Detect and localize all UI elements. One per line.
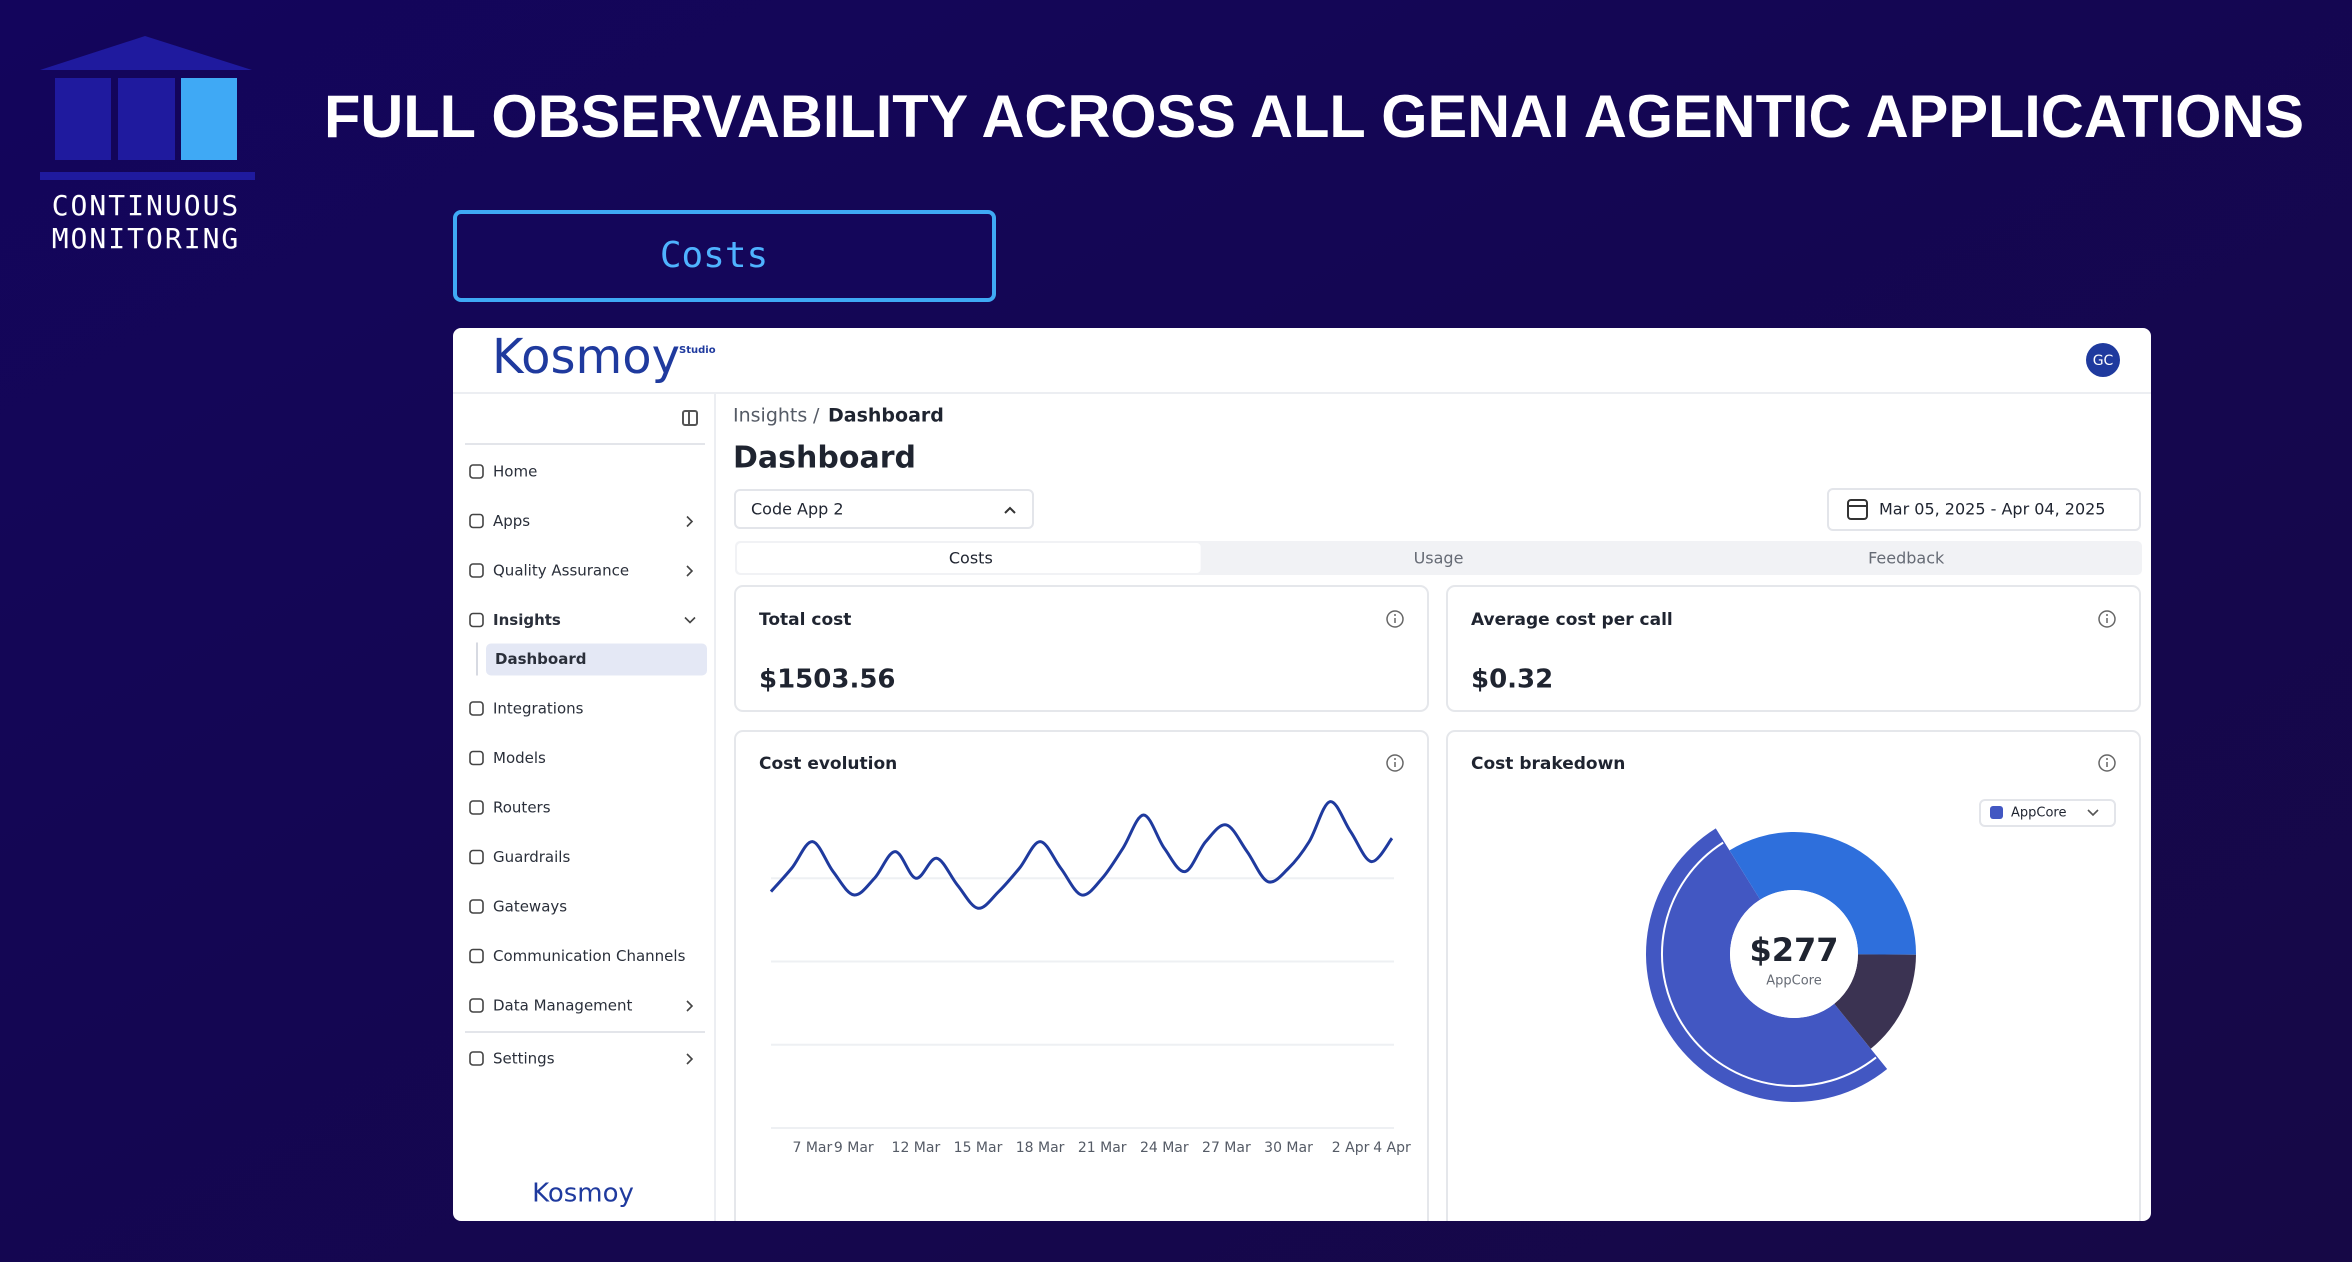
legend-label: AppCore	[2011, 806, 2067, 821]
nav-active	[486, 643, 707, 676]
tab-active	[737, 543, 1201, 573]
x-tick-label: 21 Mar	[1078, 1140, 1127, 1156]
line-series	[769, 800, 1394, 910]
date-range: Mar 05, 2025 - Apr 04, 2025	[1879, 500, 2105, 519]
pie-slice[interactable]	[1834, 954, 1916, 1049]
section-button	[453, 210, 996, 302]
nav-icon	[469, 750, 484, 766]
x-tick-label: 24 Mar	[1140, 1140, 1189, 1156]
kpi-value: $0.32	[1471, 665, 1553, 695]
app-selector-value: Code App 2	[751, 500, 844, 519]
chevron-icon	[2087, 809, 2099, 817]
tab-label[interactable]: Usage	[1414, 549, 1464, 568]
x-tick-label: 2 Apr	[1332, 1140, 1370, 1156]
nav-label[interactable]: Gateways	[493, 898, 567, 916]
chart-title: Cost brakedown	[1471, 754, 1625, 774]
nav-label[interactable]: Quality Assurance	[493, 562, 629, 580]
x-tick-label: 15 Mar	[954, 1140, 1003, 1156]
chevron-icon	[1004, 506, 1016, 514]
nav-label[interactable]: Dashboard	[495, 650, 586, 668]
nav-label[interactable]: Insights	[493, 611, 561, 629]
breadcrumb-item[interactable]: Insights	[733, 405, 807, 427]
x-tick-label: 27 Mar	[1202, 1140, 1251, 1156]
nav-label[interactable]: Home	[493, 463, 537, 481]
nav-label[interactable]: Apps	[493, 512, 530, 530]
nav-icon	[469, 1051, 484, 1066]
pie-slice[interactable]	[1729, 832, 1916, 955]
page-heading: Dashboard	[733, 441, 916, 476]
chevron-icon	[686, 1000, 694, 1012]
avatar-initials: GC	[2093, 353, 2114, 369]
chart-title: Cost evolution	[759, 754, 897, 774]
nav-icon	[469, 563, 484, 578]
nav-label[interactable]: Settings	[493, 1050, 555, 1068]
x-tick-label: 9 Mar	[834, 1140, 874, 1156]
kpi-value: $1503.56	[759, 665, 896, 695]
slide-title: FULL OBSERVABILITY ACROSS ALL GENAI AGEN…	[324, 83, 2304, 150]
nav-icon	[469, 998, 484, 1013]
info-icon	[2106, 758, 2108, 760]
chart-card	[734, 730, 1429, 1221]
kpi-card	[734, 585, 1429, 712]
legend-swatch	[1990, 806, 2003, 819]
kpi-card	[1446, 585, 2141, 712]
chevron-icon	[686, 565, 694, 577]
nav-icon	[469, 701, 484, 716]
chevron-icon	[686, 1053, 694, 1065]
brand-tag: Studio	[679, 345, 716, 356]
nav-icon	[469, 800, 484, 815]
legend-dropdown[interactable]	[1979, 799, 2116, 827]
info-icon	[1394, 614, 1396, 616]
x-tick-label: 7 Mar	[793, 1140, 833, 1156]
breadcrumb-separator: /	[813, 405, 820, 427]
section-label: Costs	[660, 235, 768, 276]
brand-logo: Kosmoy	[492, 329, 680, 385]
center-label: AppCore	[1766, 974, 1822, 989]
tab-label[interactable]: Feedback	[1868, 549, 1945, 568]
info-icon[interactable]	[1386, 610, 1404, 628]
kpi-title: Total cost	[759, 610, 851, 630]
nav-icon	[469, 899, 484, 914]
nav-icon	[469, 948, 484, 964]
nav-icon	[469, 513, 484, 529]
breadcrumb-item: Dashboard	[828, 405, 944, 427]
avatar[interactable]	[2086, 343, 2120, 377]
nav-icon	[469, 849, 484, 865]
nav-label[interactable]: Data Management	[493, 997, 633, 1015]
info-icon[interactable]	[2098, 754, 2116, 772]
info-icon[interactable]	[1386, 754, 1404, 772]
badge-label: CONTINUOUS	[52, 189, 241, 222]
slice-highlight-ring	[1661, 841, 1877, 1087]
nav-label[interactable]: Routers	[493, 799, 551, 817]
x-tick-label: 12 Mar	[892, 1140, 941, 1156]
x-tick-label: 18 Mar	[1016, 1140, 1065, 1156]
nav-icon	[469, 464, 484, 479]
badge-icon	[40, 36, 255, 180]
calendar-icon	[1847, 499, 1868, 520]
nav-label[interactable]: Guardrails	[493, 848, 570, 866]
x-tick-label: 4 Apr	[1373, 1140, 1411, 1156]
app-selector[interactable]	[734, 489, 1034, 529]
donut-hole	[1730, 890, 1858, 1018]
pie-slice[interactable]	[1646, 828, 1888, 1103]
kpi-title: Average cost per call	[1471, 610, 1673, 630]
x-tick-label: 30 Mar	[1264, 1140, 1313, 1156]
date-picker[interactable]	[1827, 488, 2141, 531]
nav-label[interactable]: Communication Channels	[493, 947, 686, 965]
chevron-icon	[686, 515, 694, 528]
nav-label[interactable]: Models	[493, 749, 546, 767]
footer-logo: Kosmoy	[532, 1179, 634, 1209]
chevron-icon	[684, 616, 696, 624]
info-icon	[2106, 614, 2108, 616]
center-value: $277	[1749, 931, 1838, 969]
info-icon	[1394, 758, 1396, 760]
nav-icon	[469, 612, 484, 628]
info-icon[interactable]	[2098, 610, 2116, 628]
nav-label[interactable]: Integrations	[493, 700, 584, 718]
app-window: Kosmoy Studio GC Kosmoy Insights / Dashb…	[453, 328, 2151, 1221]
tab-label[interactable]: Costs	[949, 549, 993, 568]
badge-label: MONITORING	[52, 222, 241, 255]
